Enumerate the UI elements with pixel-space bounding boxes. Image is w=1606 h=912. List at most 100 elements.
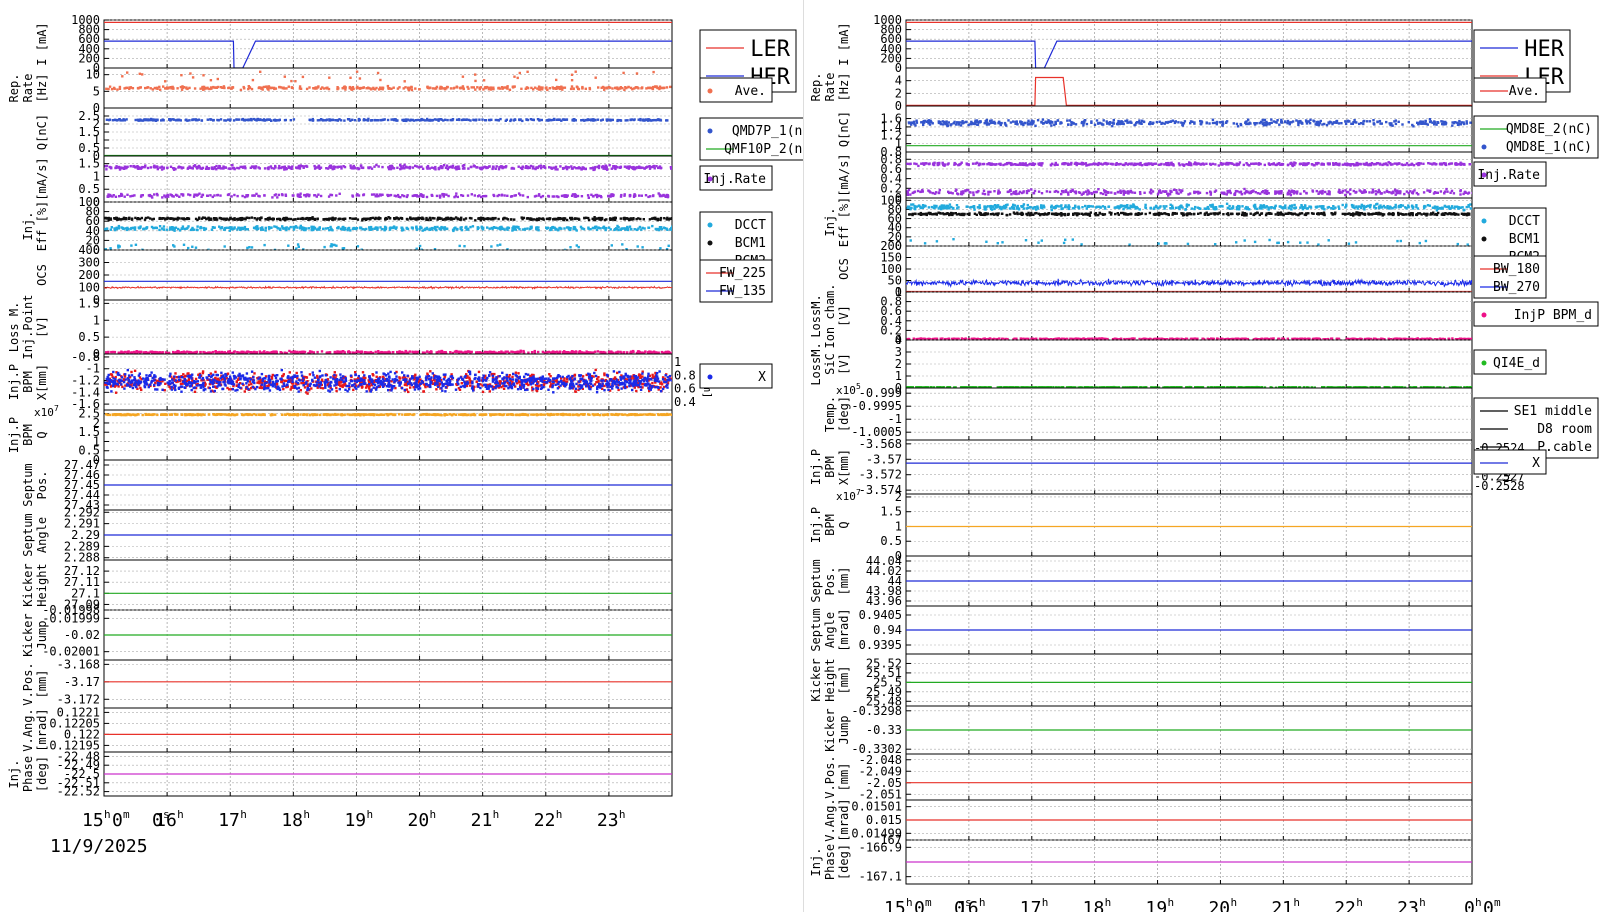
data-point [379,383,382,386]
y-tick-label: 2 [93,117,100,131]
data-point [586,118,589,122]
data-point [189,193,192,197]
data-point [318,119,321,122]
data-point [426,350,429,353]
data-point [115,119,119,122]
data-point [351,118,354,121]
data-point [533,349,536,353]
data-point [260,372,264,376]
data-point [259,226,262,230]
data-point [420,165,423,168]
data-point [477,217,480,220]
data-point [121,227,125,230]
data-point [469,165,473,169]
data-point [356,166,359,170]
data-point [631,88,634,91]
data-point [230,195,233,198]
data-point [350,86,353,90]
data-point [624,372,627,376]
data-point [427,375,431,378]
data-point [128,376,132,379]
data-point [223,226,227,230]
data-point [295,380,298,383]
data-point [248,246,251,249]
data-point [494,167,497,170]
data-point [619,86,622,89]
data-point [242,227,245,230]
data-point [636,245,639,248]
data-point [620,227,624,230]
data-point [595,391,599,394]
data-point [336,166,339,169]
data-point [372,382,375,386]
data-point [655,379,658,383]
data-point [418,88,421,91]
data-point [485,166,488,169]
data-point [399,167,402,171]
data-point [199,87,202,90]
data-point [409,217,413,221]
data-point [587,216,590,220]
data-point [507,376,511,379]
data-point [217,166,220,170]
data-point [172,168,176,171]
data-point [396,87,400,90]
data-point [353,167,357,170]
data-point [274,376,278,380]
data-point [349,164,352,167]
data-point [259,70,262,73]
data-point [402,194,406,198]
data-point [612,165,615,168]
data-point [186,379,189,383]
data-point [308,217,311,220]
data-point [297,245,300,248]
data-point [200,119,204,122]
data-point [589,167,592,170]
data-point [276,387,279,391]
data-point [569,227,572,230]
data-point [343,384,346,387]
data-point [530,351,534,354]
data-point [413,378,416,381]
data-point [607,383,610,386]
data-point [628,165,631,168]
data-point [176,194,179,197]
data-point [271,218,275,221]
data-point [181,225,185,228]
data-point [652,85,655,89]
data-point [565,166,568,169]
data-point [532,88,535,91]
data-point [209,372,212,375]
series-points-dcct [104,224,672,250]
data-point [302,228,306,232]
data-point [428,216,432,220]
series-noise-fw-225 [104,285,672,290]
data-point [321,387,325,390]
data-point [212,118,215,122]
data-point [481,228,485,231]
data-point [287,217,290,221]
data-point [297,164,301,168]
data-point [110,167,113,170]
data-point [560,85,563,88]
data-point [160,227,164,230]
data-point [498,351,502,354]
data-point [334,374,338,377]
data-point [667,218,671,221]
data-point [195,228,198,231]
data-point [315,195,318,198]
data-point [244,167,247,170]
data-point [154,388,157,391]
data-point [156,118,159,121]
data-point [575,382,578,386]
data-point [327,87,331,91]
data-point [651,119,654,122]
data-point [272,351,276,354]
data-point [426,372,429,375]
data-point [359,351,363,354]
data-point [644,350,647,353]
data-point [289,350,293,354]
legend-left-3: Inj.Rate [699,165,773,191]
data-point [581,85,584,89]
data-point [195,194,199,197]
